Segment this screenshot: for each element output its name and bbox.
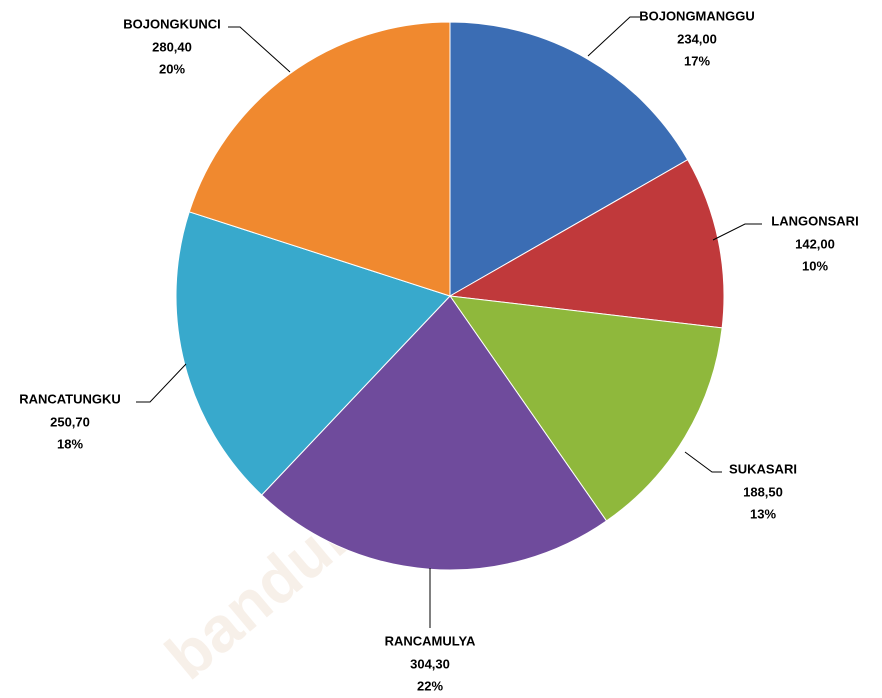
pie-slice xyxy=(448,295,723,522)
pie-slice xyxy=(260,295,608,571)
percent-label: 22% xyxy=(417,678,443,693)
pie: BOJONGMANGGU 234,00 17% LANGONSARI 142,00 10%… xyxy=(19,8,858,693)
percent-label: 10% xyxy=(802,258,828,273)
percent-label: 20% xyxy=(159,61,185,76)
leader-line xyxy=(228,26,291,73)
pie-slice xyxy=(188,21,451,297)
category-label: RANCAMULYA xyxy=(385,633,476,648)
leader-line xyxy=(684,451,722,473)
leader-line xyxy=(587,16,640,57)
pie-slice xyxy=(449,21,689,297)
pie-slice xyxy=(448,159,725,329)
category-label: RANCATUNGKU xyxy=(19,391,121,406)
pie-slice xyxy=(175,211,451,496)
value-label: 234,00 xyxy=(677,31,717,46)
value-label: 142,00 xyxy=(795,236,835,251)
percent-label: 17% xyxy=(684,53,710,68)
category-label: BOJONGKUNCI xyxy=(123,16,221,31)
percent-label: 13% xyxy=(750,506,776,521)
value-label: 250,70 xyxy=(50,414,90,429)
leader-line xyxy=(136,363,187,403)
category-label: LANGONSARI xyxy=(771,213,858,228)
leader-line xyxy=(712,223,762,241)
percent-label: 18% xyxy=(57,436,83,451)
value-label: 304,30 xyxy=(410,656,450,671)
value-label: 188,50 xyxy=(743,484,783,499)
value-label: 280,40 xyxy=(152,39,192,54)
category-label: SUKASARI xyxy=(729,461,797,476)
category-label: BOJONGMANGGU xyxy=(639,8,755,23)
